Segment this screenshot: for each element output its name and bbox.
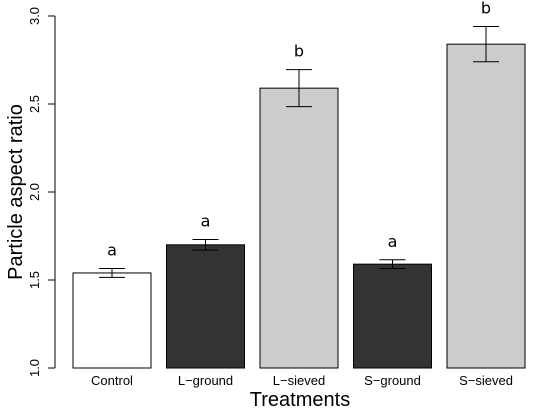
x-tick-label-2: L−ground [178, 373, 233, 388]
x-tick-label-5: S−sieved [459, 373, 513, 388]
error-bar-3 [286, 69, 312, 108]
bar-5 [446, 43, 526, 369]
error-bar-4 [379, 259, 406, 270]
y-tick-label: 1.0 [27, 359, 42, 377]
bar-4 [353, 263, 432, 369]
significance-label-5: b [481, 0, 491, 18]
bar-2 [166, 244, 245, 369]
y-axis-title: Particle aspect ratio [5, 104, 27, 280]
x-tick-labels: Control L−ground L−sieved S−ground S−sieved [91, 373, 513, 388]
y-tick-label: 3.0 [27, 7, 42, 25]
bar-1 [72, 272, 152, 369]
significance-label-4: a [388, 232, 398, 251]
error-bar-1 [99, 268, 125, 278]
y-ticks: 1.0 1.5 2.0 2.5 3.0 [27, 7, 55, 377]
x-tick-label-1: Control [91, 373, 133, 388]
y-tick-label: 2.5 [27, 95, 42, 113]
x-tick-label-3: L−sieved [273, 373, 325, 388]
error-bar-5 [473, 26, 499, 63]
y-tick-label: 1.5 [27, 271, 42, 289]
x-tick-label-4: S−ground [364, 373, 421, 388]
significance-label-2: a [201, 212, 211, 231]
x-axis-title: Treatments [250, 389, 350, 411]
y-tick-label: 2.0 [27, 183, 42, 201]
significance-labels: a a b a b [107, 0, 491, 260]
significance-label-1: a [107, 241, 117, 260]
significance-label-3: b [294, 42, 304, 61]
error-bars [99, 26, 499, 278]
bar-3 [259, 87, 339, 369]
error-bar-2 [192, 239, 219, 251]
